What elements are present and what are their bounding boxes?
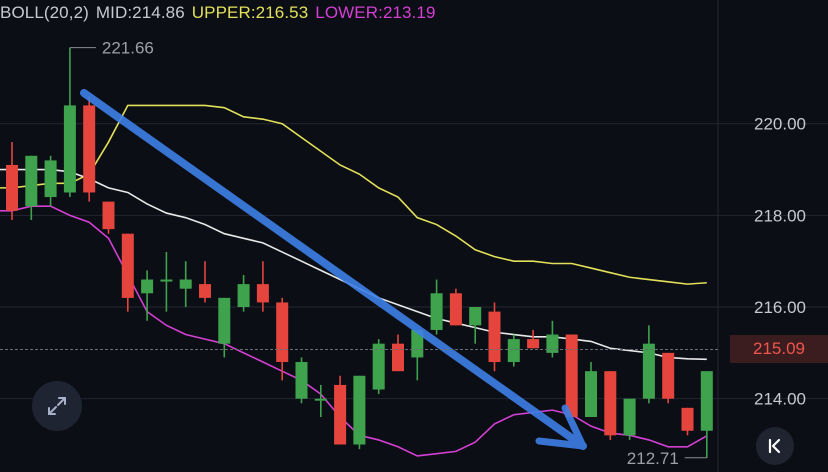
y-tick-label: 218.00 [754,206,806,225]
legend-upper-value: UPPER:216.53 [191,3,309,22]
legend-lower-value: LOWER:213.19 [315,3,436,22]
downtrend-arrow-annotation [80,89,587,450]
candle-bear [276,302,289,363]
candle-bull [237,284,250,308]
upper-band-line [0,104,707,285]
candle-bull [25,155,38,207]
arrow-stroke [80,89,587,450]
legend-mid-value: MID:214.86 [95,3,185,22]
candle-bull [44,160,57,198]
candle-bull [141,279,154,294]
collapse-left-icon [768,438,781,454]
candle-bull [63,105,76,193]
candle-bull [546,334,559,353]
candle-bull [585,371,597,418]
candle-bull [469,307,482,326]
candle-bear [565,334,578,418]
collapse-panel-button[interactable] [756,427,794,465]
expand-chart-button[interactable] [32,381,82,431]
arrow-stroke [535,404,587,450]
candle-bull [218,297,231,344]
candle-bull [507,339,520,363]
candle-bull [700,371,713,431]
candle-bear [121,233,134,298]
candle-bear [334,384,347,445]
candle-bull [314,398,327,401]
mid-band-line [0,168,707,361]
bollinger-legend: BOLL(20,2) MID:214.86 UPPER:216.53 LOWER:21… [0,3,443,23]
candle-bear [256,284,269,303]
candle-bear [527,339,540,349]
candle-bull [642,343,655,399]
current-price-tag: 215.09 [730,334,828,363]
high-marker-label: 221.66 [102,39,154,58]
candle-bear [199,284,211,298]
candle-bear [681,407,694,431]
candle-bull [623,398,636,436]
current-price-line [0,348,718,350]
expand-arrows-icon [48,397,66,415]
y-tick-label: 220.00 [754,115,806,134]
candle-bear [6,164,18,211]
candle-bull [411,329,424,358]
candle-bear [662,352,675,399]
candle-bear [392,343,404,372]
candle-bear [604,371,617,436]
candle-bull [353,375,366,445]
legend-boll-label: BOLL(20,2) [0,3,89,22]
candle-bull [295,362,308,399]
candle-bear [488,311,501,363]
low-marker-label: 212.71 [627,449,679,468]
candle-bull [430,293,443,330]
lower-band-line [0,205,708,457]
y-tick-label: 214.00 [754,390,806,409]
candle-bear [83,105,96,193]
y-tick-label: 216.00 [754,298,806,317]
candle-bear [449,293,462,326]
candle-bull [179,279,192,289]
candle-bull [160,279,173,282]
candle-bull [372,343,385,390]
candle-bear [102,201,115,230]
